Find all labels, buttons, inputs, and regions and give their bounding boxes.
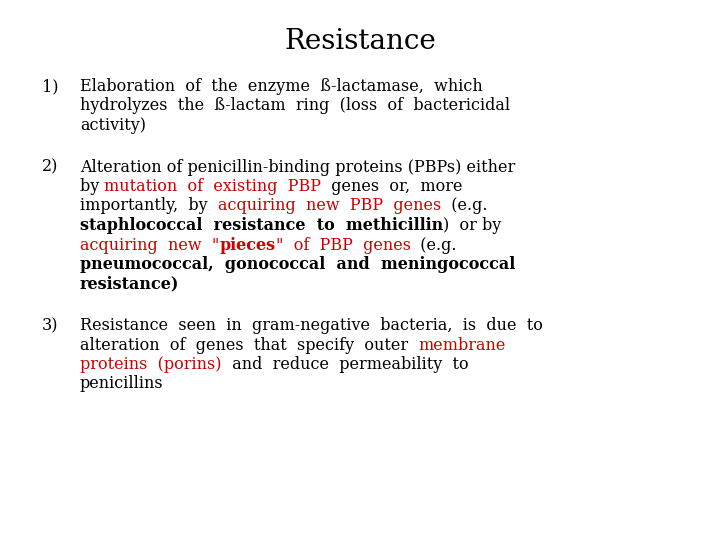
Text: 2): 2)	[42, 159, 58, 176]
Text: by: by	[80, 178, 104, 195]
Text: "  of  PBP  genes: " of PBP genes	[276, 237, 410, 253]
Text: pieces: pieces	[220, 237, 276, 253]
Text: penicillins: penicillins	[80, 375, 163, 393]
Text: 1): 1)	[42, 78, 58, 95]
Text: (e.g.: (e.g.	[410, 237, 457, 253]
Text: and  reduce  permeability  to: and reduce permeability to	[222, 356, 468, 373]
Text: Resistance: Resistance	[284, 28, 436, 55]
Text: )  or by: ) or by	[444, 217, 502, 234]
Text: Alteration of penicillin-binding proteins (PBPs) either: Alteration of penicillin-binding protein…	[80, 159, 516, 176]
Text: Elaboration  of  the  enzyme  ß-lactamase,  which: Elaboration of the enzyme ß-lactamase, w…	[80, 78, 482, 95]
Text: hydrolyzes  the  ß-lactam  ring  (loss  of  bactericidal: hydrolyzes the ß-lactam ring (loss of ba…	[80, 98, 510, 114]
Text: activity): activity)	[80, 117, 146, 134]
Text: acquiring  new  ": acquiring new "	[80, 237, 220, 253]
Text: importantly,  by: importantly, by	[80, 198, 218, 214]
Text: mutation  of  existing  PBP: mutation of existing PBP	[104, 178, 321, 195]
Text: 3): 3)	[42, 317, 58, 334]
Text: pneumococcal,  gonococcal  and  meningococcal: pneumococcal, gonococcal and meningococc…	[80, 256, 516, 273]
Text: proteins  (porins): proteins (porins)	[80, 356, 222, 373]
Text: Resistance  seen  in  gram-negative  bacteria,  is  due  to: Resistance seen in gram-negative bacteri…	[80, 317, 543, 334]
Text: resistance): resistance)	[80, 275, 179, 293]
Text: alteration  of  genes  that  specify  outer: alteration of genes that specify outer	[80, 336, 418, 354]
Text: (e.g.: (e.g.	[441, 198, 487, 214]
Text: acquiring  new  PBP  genes: acquiring new PBP genes	[218, 198, 441, 214]
Text: genes  or,  more: genes or, more	[321, 178, 463, 195]
Text: membrane: membrane	[418, 336, 505, 354]
Text: staphlococcal  resistance  to  methicillin: staphlococcal resistance to methicillin	[80, 217, 444, 234]
